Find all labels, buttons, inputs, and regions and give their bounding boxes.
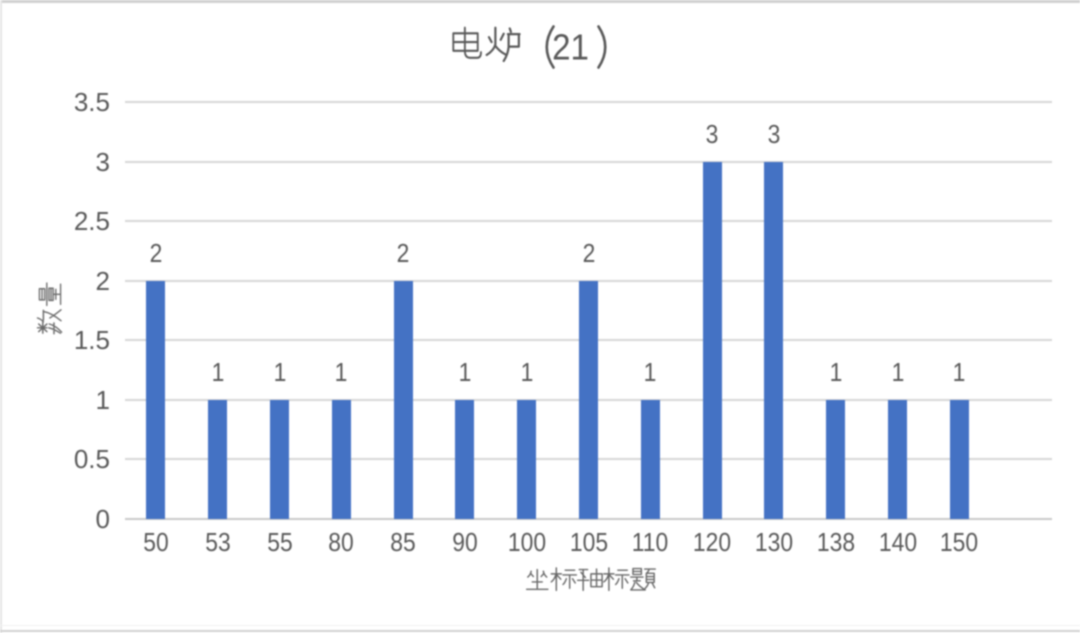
svg-text:21: 21 [552, 28, 589, 68]
